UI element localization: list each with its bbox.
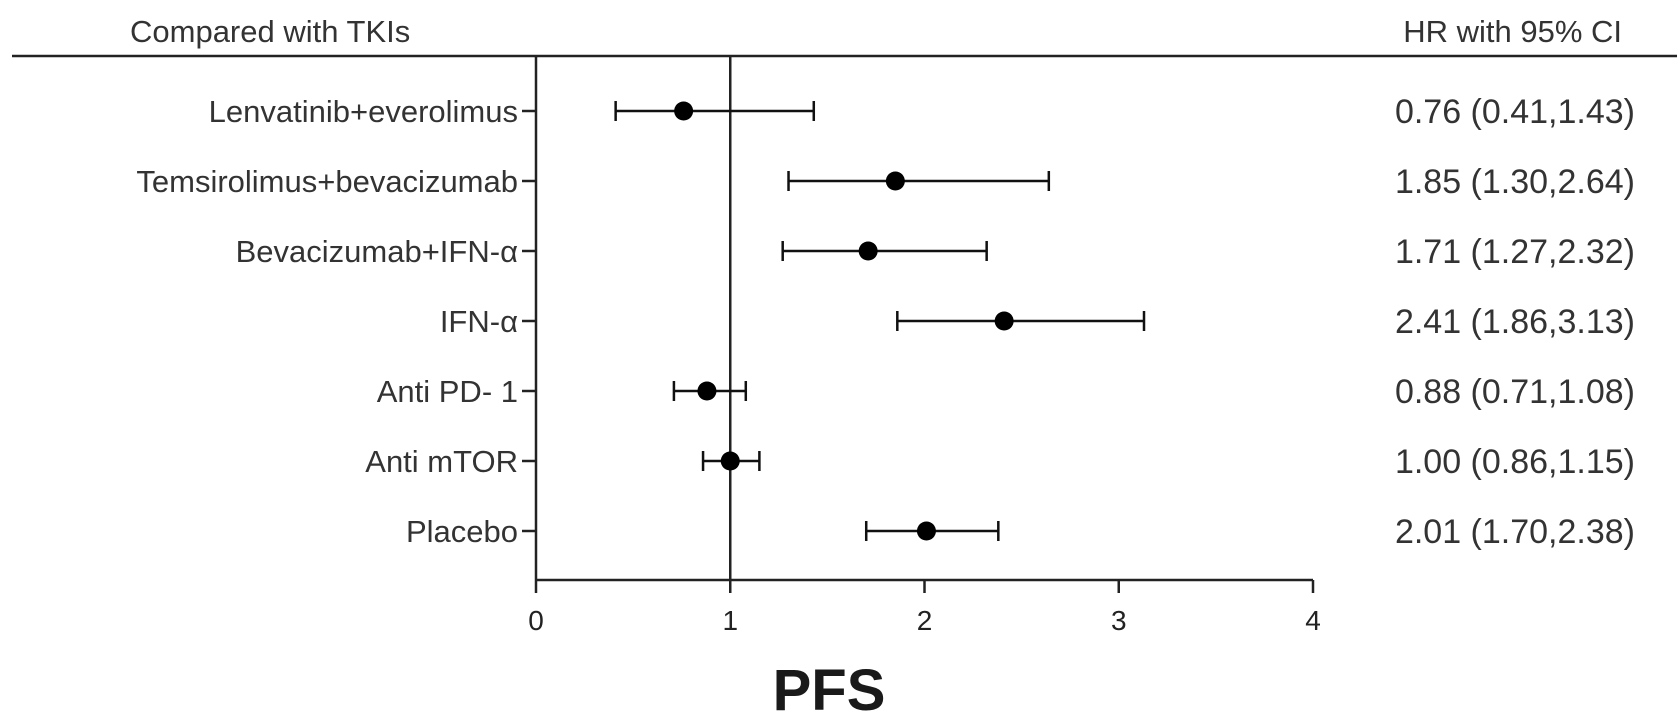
row-label: Temsirolimus+bevacizumab [136, 164, 518, 199]
hr-ci-text: 1.00 (0.86,1.15) [1395, 443, 1635, 481]
hr-ci-text: 2.41 (1.86,3.13) [1395, 303, 1635, 341]
x-tick-label: 3 [1111, 605, 1127, 636]
hr-point [885, 171, 905, 191]
row-label: Anti PD- 1 [377, 374, 518, 409]
forest-row: Anti mTOR 1.00 (0.86,1.15) [365, 443, 1635, 481]
row-label: Placebo [406, 514, 518, 549]
x-axis-label: PFS [773, 658, 886, 723]
hr-point [697, 381, 717, 401]
row-label: Anti mTOR [365, 444, 518, 479]
x-tick-label: 2 [917, 605, 933, 636]
hr-point [720, 451, 740, 471]
header-left: Compared with TKIs [130, 14, 410, 49]
hr-point [994, 311, 1014, 331]
forest-row: Temsirolimus+bevacizumab 1.85 (1.30,2.64) [136, 163, 1635, 201]
header-right: HR with 95% CI [1403, 14, 1622, 49]
hr-ci-text: 0.76 (0.41,1.43) [1395, 93, 1635, 131]
row-label: Lenvatinib+everolimus [209, 94, 518, 129]
hr-point [674, 101, 694, 121]
forest-row: Placebo 2.01 (1.70,2.38) [406, 513, 1635, 551]
x-tick-label: 0 [528, 605, 544, 636]
x-axis-ticks: 0 1 2 3 4 [528, 580, 1321, 636]
hr-ci-text: 1.71 (1.27,2.32) [1395, 233, 1635, 271]
hr-ci-text: 2.01 (1.70,2.38) [1395, 513, 1635, 551]
x-tick-label: 1 [722, 605, 738, 636]
forest-rows: Lenvatinib+everolimus 0.76 (0.41,1.43) Tem… [136, 93, 1635, 551]
x-tick-label: 4 [1305, 605, 1321, 636]
row-label: IFN-α [440, 304, 518, 339]
forest-row: Anti PD- 1 0.88 (0.71,1.08) [377, 373, 1635, 411]
row-label: Bevacizumab+IFN-α [236, 234, 518, 269]
hr-ci-text: 1.85 (1.30,2.64) [1395, 163, 1635, 201]
hr-point [916, 521, 936, 541]
forest-row: Bevacizumab+IFN-α 1.71 (1.27,2.32) [236, 233, 1635, 271]
forest-row: IFN-α 2.41 (1.86,3.13) [440, 303, 1635, 341]
forest-row: Lenvatinib+everolimus 0.76 (0.41,1.43) [209, 93, 1635, 131]
hr-point [858, 241, 878, 261]
hr-ci-text: 0.88 (0.71,1.08) [1395, 373, 1635, 411]
